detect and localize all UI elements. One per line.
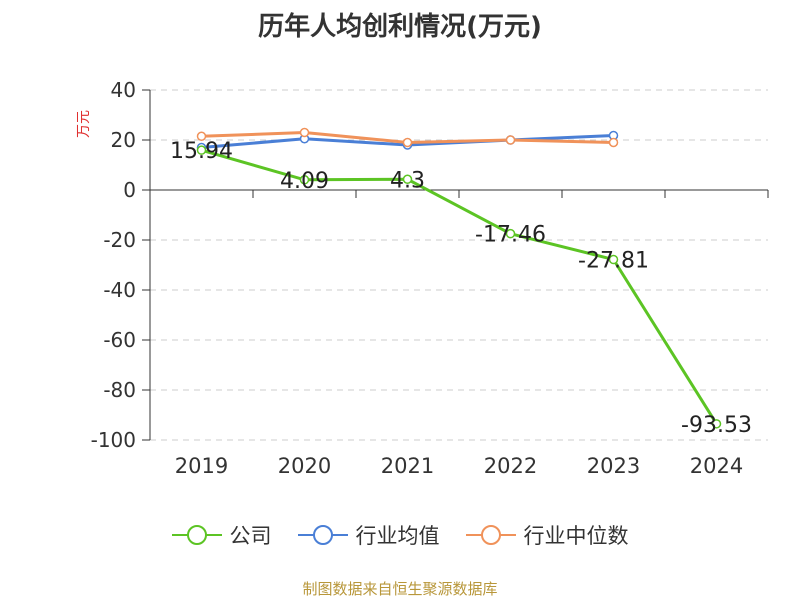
legend-line-company-icon [171, 525, 222, 545]
y-tick-label: -40 [103, 278, 136, 302]
data-point [711, 419, 722, 429]
y-tick-label: -20 [103, 228, 136, 252]
data-label: 4.09 [280, 169, 329, 194]
data-point [299, 175, 310, 185]
data-point [196, 131, 207, 141]
data-point [299, 127, 310, 138]
y-tick-label: 20 [111, 128, 136, 152]
data-label: 15.94 [170, 139, 233, 164]
data-label: -17.46 [475, 223, 546, 248]
data-point [505, 228, 516, 239]
legend: 公司 行业均值 行业中位数 [0, 520, 800, 550]
x-tick-label: 2023 [587, 454, 640, 478]
x-tick-label: 2024 [690, 454, 743, 478]
data-point [608, 137, 619, 148]
series-line-0 [201, 148, 718, 425]
legend-item-industry-mean[interactable]: 行业均值 [297, 520, 440, 550]
legend-label-industry-mean: 行业均值 [355, 524, 440, 548]
line-chart: 万元 40 20 0 -20 -40 -60 -80 -100 2019 2020 2021 2022… [76, 78, 769, 478]
x-tick-label: 2022 [484, 454, 537, 478]
legend-line-industry-median-icon [465, 525, 516, 545]
legend-label-industry-median: 行业中位数 [523, 524, 629, 548]
y-axis-label: 万元 [76, 110, 92, 138]
y-tick-label: 40 [111, 78, 136, 102]
chart-title: 历年人均创利情况(万元) [258, 12, 542, 42]
source-note: 制图数据来自恒生聚源数据库 [302, 580, 498, 598]
data-point [402, 174, 413, 184]
data-label: 4.3 [390, 168, 425, 193]
data-point [196, 145, 207, 155]
legend-item-company[interactable]: 公司 [171, 520, 272, 550]
y-tick-label: -80 [103, 378, 136, 402]
data-point [402, 137, 413, 148]
x-tick-label: 2020 [278, 454, 331, 478]
x-tick-label: 2019 [175, 454, 228, 478]
legend-item-industry-median[interactable]: 行业中位数 [465, 520, 629, 550]
data-label: -27.81 [578, 249, 649, 274]
data-point [608, 254, 619, 265]
y-tick-label: -60 [103, 328, 136, 352]
data-point [505, 135, 516, 145]
legend-label-company: 公司 [229, 524, 272, 548]
x-tick-label: 2021 [381, 454, 434, 478]
data-label: -93.53 [681, 413, 752, 438]
legend-line-industry-mean-icon [297, 525, 348, 545]
y-tick-label: 0 [123, 178, 136, 202]
y-tick-label: -100 [91, 428, 136, 452]
